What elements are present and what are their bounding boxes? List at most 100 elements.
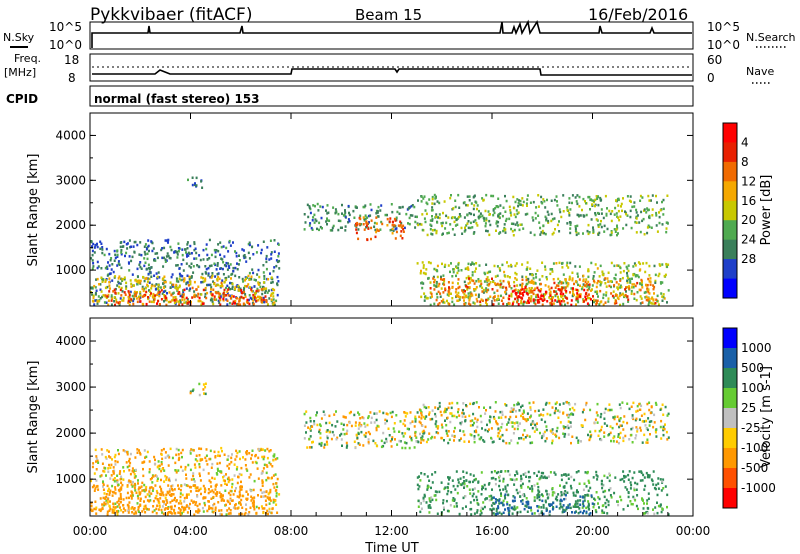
power-cell [470, 292, 473, 296]
power-cell [639, 199, 642, 202]
power-cell [538, 221, 541, 224]
velocity-cell [542, 414, 545, 417]
power-cell [356, 223, 359, 226]
power-cell [637, 261, 640, 264]
power-cell [536, 286, 539, 290]
power-cell [450, 292, 452, 295]
power-cell [312, 216, 315, 219]
power-cell [366, 238, 369, 242]
power-cell [584, 200, 586, 203]
power-cell [163, 296, 166, 300]
power-cell [325, 220, 328, 223]
velocity-cell [180, 451, 183, 455]
velocity-cell [449, 412, 452, 415]
power-cell [189, 266, 192, 269]
power-cell [622, 302, 625, 306]
velocity-cell [482, 507, 484, 511]
power-cell [125, 251, 128, 255]
velocity-cell [136, 502, 139, 505]
velocity-cell [160, 453, 163, 456]
velocity-cell [142, 489, 145, 492]
power-cell [230, 277, 232, 280]
power-cell [485, 229, 487, 233]
power-cell [497, 297, 500, 301]
power-cell [215, 249, 218, 252]
velocity-cell [160, 463, 163, 466]
velocity-cell [133, 486, 136, 490]
power-cell [163, 290, 165, 293]
velocity-cell [619, 495, 622, 499]
velocity-cell [492, 507, 495, 511]
velocity-cell [515, 470, 518, 473]
velocity-cell [93, 489, 96, 492]
velocity-cell [629, 487, 632, 490]
velocity-cell [640, 471, 643, 475]
velocity-cell [454, 488, 457, 491]
power-cell [193, 293, 196, 296]
velocity-cell [619, 424, 622, 427]
velocity-cell [531, 441, 534, 444]
velocity-cell [497, 431, 500, 435]
velocity-cell [656, 511, 659, 515]
velocity-cell [326, 436, 329, 440]
power-cell [171, 292, 174, 295]
power-cell [165, 255, 168, 258]
power-cell [193, 295, 196, 299]
power-cell [516, 284, 519, 287]
velocity-cell [345, 446, 348, 449]
velocity-cell [137, 497, 140, 500]
velocity-cell [214, 485, 217, 488]
power-cell [209, 291, 212, 294]
velocity-cell [153, 455, 156, 459]
velocity-cell [568, 403, 571, 406]
velocity-cell [120, 486, 123, 489]
velocity-cell [204, 496, 207, 499]
velocity-cell [247, 513, 250, 516]
velocity-cell [238, 450, 241, 453]
velocity-cell [174, 478, 177, 482]
velocity-cell [192, 478, 195, 481]
power-cell [435, 282, 438, 285]
velocity-cell [323, 446, 326, 449]
power-cell [374, 235, 377, 239]
velocity-cell [461, 420, 463, 424]
velocity-cell [253, 508, 256, 511]
velocity-cell [579, 499, 582, 502]
velocity-cell [600, 412, 603, 416]
power-cell [359, 214, 362, 218]
velocity-cell [605, 498, 608, 502]
velocity-cell [183, 496, 186, 500]
power-cell [162, 277, 165, 280]
power-cell [246, 301, 249, 305]
velocity-cell [463, 486, 465, 489]
velocity-cell [520, 474, 522, 478]
power-cell [255, 297, 258, 300]
power-cell [504, 194, 506, 198]
power-cell [535, 295, 538, 299]
power-cell [252, 302, 255, 306]
power-cell [158, 294, 161, 298]
velocity-cell [619, 431, 622, 435]
velocity-cell [122, 466, 125, 469]
power-cell [392, 229, 395, 232]
power-cell [358, 222, 361, 226]
power-cell [262, 298, 265, 302]
velocity-cell [152, 505, 155, 508]
power-cell [127, 295, 130, 299]
power-cell [496, 274, 499, 278]
power-cell [181, 253, 184, 257]
velocity-cell [622, 508, 625, 511]
velocity-cell [659, 408, 662, 411]
power-cell [654, 279, 657, 283]
velocity-cell [657, 477, 660, 480]
power-cell [567, 266, 570, 269]
power-cell [255, 291, 257, 294]
velocity-cell [515, 421, 518, 424]
power-cell [435, 229, 438, 233]
power-cell [596, 299, 599, 302]
power-cell [182, 293, 185, 296]
power-cell [538, 301, 541, 304]
velocity-cell [617, 500, 619, 503]
velocity-cell [272, 459, 275, 462]
power-cell [120, 266, 123, 270]
